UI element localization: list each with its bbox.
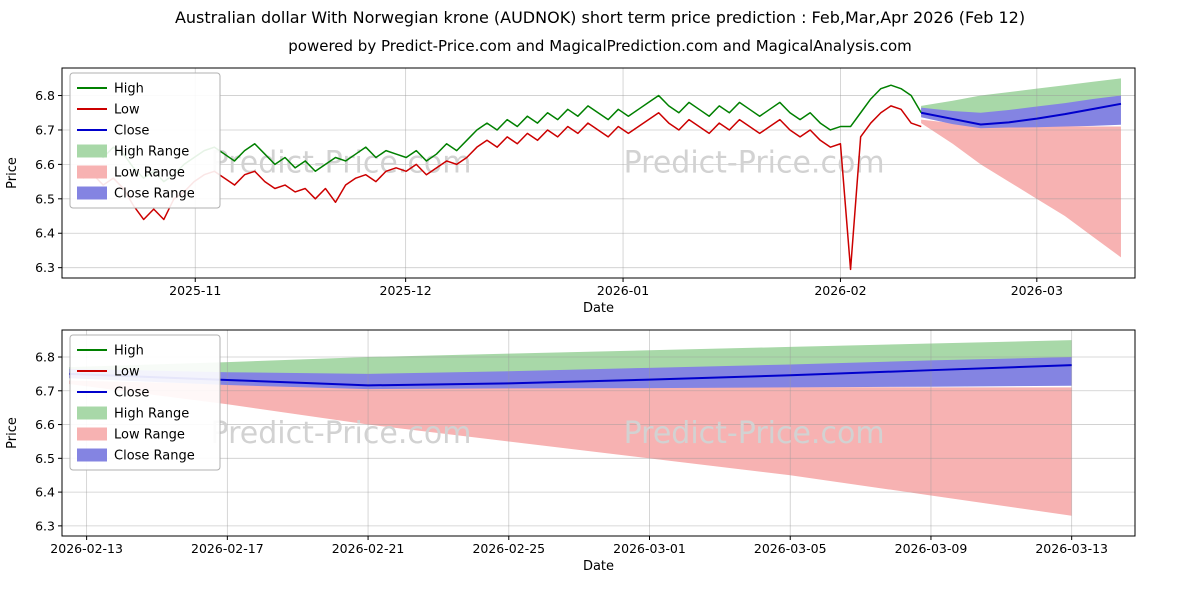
axes: 2025-11 2025-12 2026-01 2026-02 2026-03 6.3 6.… — [5, 88, 1063, 316]
bands — [921, 78, 1121, 258]
watermark-text: Predict-Price.com — [211, 416, 472, 451]
y-tick-label: 6.4 — [35, 485, 55, 500]
legend-patch-swatch — [77, 406, 107, 420]
historical-and-forecast-chart: Predict-Price.com Predict-Price.com2025-1… — [0, 58, 1200, 320]
grid — [62, 68, 1135, 278]
watermark-text: Predict-Price.com — [624, 416, 885, 451]
watermarks: Predict-Price.com Predict-Price.com — [211, 146, 885, 181]
series — [82, 84, 1122, 271]
watermark-text: Predict-Price.com — [624, 146, 885, 181]
legend-label: Close Range — [114, 187, 195, 202]
x-tick-label: 2026-02-25 — [472, 541, 545, 556]
y-tick-label: 6.7 — [35, 122, 55, 137]
legend-label: Low Range — [114, 166, 185, 181]
y-axis-label: Price — [5, 157, 20, 189]
y-tick-label: 6.5 — [35, 451, 55, 466]
grid — [62, 330, 1135, 536]
axes: 2026-02-13 2026-02-17 2026-02-21 2026-02-25… — [5, 350, 1108, 574]
series-high — [82, 84, 922, 183]
legend: High Low Close High Range Low Range Close Ran… — [69, 334, 221, 471]
y-tick-label: 6.7 — [35, 383, 55, 398]
legend-box — [69, 72, 221, 209]
legend-patch-swatch — [77, 186, 107, 200]
x-tick-label: 2026-02-13 — [50, 541, 123, 556]
x-axis-label: Date — [583, 301, 614, 316]
series — [68, 364, 1072, 387]
y-tick-label: 6.8 — [35, 350, 55, 365]
band-close-range — [921, 95, 1121, 129]
band-high-range — [921, 78, 1121, 115]
x-tick-label: 2026-02-21 — [332, 541, 405, 556]
watermark-text: Predict-Price.com — [211, 146, 472, 181]
legend-patch-swatch — [77, 427, 107, 441]
series-close — [68, 364, 1072, 387]
legend-patch-swatch — [77, 144, 107, 158]
legend: High Low Close High Range Low Range Close Ran… — [69, 72, 221, 209]
chart-subtitle: powered by Predict-Price.com and Magical… — [288, 37, 912, 55]
legend-label: Close Range — [114, 449, 195, 464]
x-tick-label: 2026-03-01 — [613, 541, 686, 556]
chart-title: Australian dollar With Norwegian krone (… — [174, 8, 1026, 27]
legend-label: Close — [114, 386, 149, 401]
y-tick-label: 6.8 — [35, 88, 55, 103]
plot-frame — [61, 329, 1136, 537]
band-low-range — [921, 119, 1121, 258]
legend-label: Low Range — [114, 428, 185, 443]
band-close-range — [69, 357, 1072, 390]
y-tick-label: 6.4 — [35, 226, 55, 241]
x-tick-label: 2026-02-17 — [191, 541, 264, 556]
forecast-zoom-chart: Predict-Price.com Predict-Price.com2026-0… — [0, 320, 1200, 590]
legend-label: High Range — [114, 145, 189, 160]
y-axis-label: Price — [5, 417, 20, 449]
y-tick-label: 6.3 — [35, 260, 55, 275]
legend-label: High — [114, 82, 144, 97]
legend-patch-swatch — [77, 448, 107, 462]
y-tick-label: 6.3 — [35, 518, 55, 533]
legend-label: Low — [114, 103, 140, 118]
y-tick-label: 6.5 — [35, 191, 55, 206]
band-high-range — [69, 340, 1072, 376]
x-tick-label: 2026-03-05 — [754, 541, 827, 556]
x-tick-label: 2025-12 — [380, 283, 432, 298]
x-tick-label: 2025-11 — [169, 283, 221, 298]
legend-box — [69, 334, 221, 471]
y-tick-label: 6.6 — [35, 417, 55, 432]
bands — [69, 340, 1072, 516]
legend-label: Close — [114, 124, 149, 139]
plot-frame — [61, 67, 1136, 279]
legend-patch-swatch — [77, 165, 107, 179]
x-tick-label: 2026-01 — [597, 283, 649, 298]
legend-label: High — [114, 344, 144, 359]
x-tick-label: 2026-02 — [814, 283, 866, 298]
x-tick-label: 2026-03 — [1011, 283, 1063, 298]
band-low-range — [69, 380, 1072, 516]
legend-label: High Range — [114, 407, 189, 422]
x-tick-label: 2026-03-13 — [1035, 541, 1108, 556]
x-tick-label: 2026-03-09 — [895, 541, 968, 556]
x-axis-label: Date — [583, 559, 614, 574]
legend-label: Low — [114, 365, 140, 380]
y-tick-label: 6.6 — [35, 157, 55, 172]
series-close — [920, 102, 1122, 126]
series-low — [82, 105, 922, 271]
watermarks: Predict-Price.com Predict-Price.com — [211, 416, 885, 451]
